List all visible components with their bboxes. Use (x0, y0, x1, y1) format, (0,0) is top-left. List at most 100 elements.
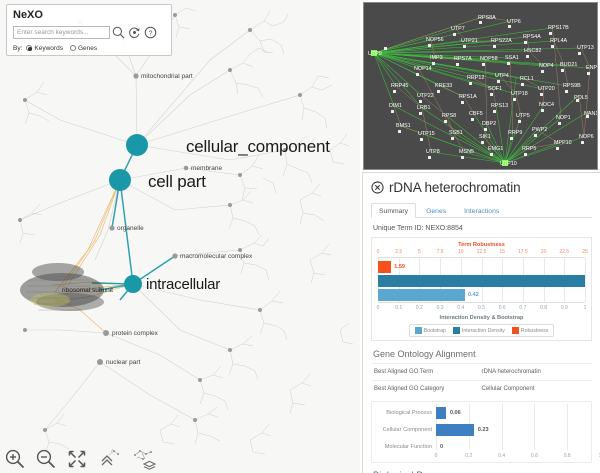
gene-label-utp13[interactable]: UTP13 (577, 45, 594, 51)
gene-label-nop14[interactable]: NOP14 (414, 66, 432, 72)
gene-label-mpp10[interactable]: MPP10 (554, 140, 572, 146)
gene-label-rcl1[interactable]: RCL1 (520, 76, 534, 82)
gene-label-rrp5[interactable]: RRP5 (522, 146, 537, 152)
gene-label-rrp45[interactable]: RRP45 (391, 83, 409, 89)
go-value: 0.23 (477, 427, 489, 433)
gene-label-rps4a[interactable]: RPS4A (523, 34, 541, 40)
help-icon[interactable]: ? (143, 25, 158, 40)
gene-label-enp1[interactable]: ENP1 (586, 65, 598, 71)
gene-label-pwp2[interactable]: PWP2 (532, 127, 548, 133)
gene-label-nop58[interactable]: NOP58 (480, 56, 498, 62)
search-panel: NeXO ? By: Keywords Genes (6, 4, 172, 56)
gene-label-dim1[interactable]: DIM1 (389, 103, 402, 109)
gene-label-lrb1[interactable]: LRB1 (417, 105, 431, 111)
gene-label-pol5[interactable]: POL5 (574, 95, 588, 101)
legend-item-interaction-density[interactable]: Interaction Density (452, 327, 505, 334)
gene-label-nop6[interactable]: NOP6 (579, 134, 594, 140)
bar-robustness[interactable] (378, 261, 392, 273)
gene-network-canvas[interactable] (364, 3, 597, 169)
robustness-chart-xlabel: Interaction Density & Bootstrap (439, 315, 524, 321)
robustness-bottom-axis: 0 0.1 0.2 0.3 0.4 0.5 0.6 0.7 0.8 0.9 1 (377, 305, 587, 313)
gene-label-nop4[interactable]: NOP4 (539, 63, 554, 69)
gene-label-rps7a[interactable]: RPS7A (454, 56, 472, 62)
zoom-out-icon[interactable] (35, 448, 57, 470)
gene-network-panel[interactable]: UTP9 RPS8A UTP6 UTP7 RPS17B NOP56 UTP21 RPS22A R… (363, 2, 598, 170)
gene-label-bms1[interactable]: BMS1 (396, 123, 411, 129)
gene-label-msn5[interactable]: MSN5 (459, 149, 474, 155)
gene-label-utp18[interactable]: UTP18 (511, 91, 528, 97)
collapse-up-icon[interactable] (97, 448, 119, 470)
gene-label-nan1[interactable]: NAN1 (584, 111, 598, 117)
gene-label-bud21[interactable]: BUD21 (560, 62, 578, 68)
reset-icon[interactable] (127, 25, 142, 40)
go-bar-cellular-component[interactable] (436, 424, 474, 436)
gene-label-rps13[interactable]: RPS13 (491, 103, 509, 109)
gene-label-utp10[interactable]: UTP10 (500, 161, 517, 167)
gene-label-ssb1[interactable]: SSB1 (449, 130, 463, 136)
gene-label-imp3[interactable]: IMP3 (430, 55, 443, 61)
gene-label-noc4[interactable]: NOC4 (539, 102, 554, 108)
ontology-graph-panel[interactable]: cellular_component cell part intracellul… (0, 0, 360, 473)
layers-icon[interactable] (128, 448, 160, 470)
radio-keywords[interactable]: Keywords (26, 45, 63, 52)
search-by-group: By: Keywords Genes (13, 45, 165, 52)
search-input[interactable] (13, 26, 110, 39)
zoom-in-icon[interactable] (4, 448, 26, 470)
graph-node-cell-part[interactable] (109, 169, 131, 191)
detail-title: rDNA heterochromatin (389, 180, 521, 195)
gene-label-cbf5[interactable]: CBF5 (469, 111, 483, 117)
gene-label-rps17b[interactable]: RPS17B (548, 25, 569, 31)
gene-label-rrp12[interactable]: RRP12 (467, 75, 485, 81)
ontology-graph-canvas[interactable] (0, 0, 360, 473)
graph-node-cellular-component[interactable] (126, 134, 148, 156)
svg-text:?: ? (149, 30, 153, 37)
gene-label-utp7[interactable]: UTP7 (451, 26, 465, 32)
gene-label-rps9b[interactable]: RPS9B (563, 83, 581, 89)
fit-screen-icon[interactable] (66, 448, 88, 470)
gene-label-rpl4a[interactable]: RPL4A (550, 38, 568, 44)
gene-label-utp9[interactable]: UTP9 (368, 51, 382, 57)
gene-label-nop56[interactable]: NOP56 (426, 37, 444, 43)
gene-label-utp15[interactable]: UTP15 (418, 131, 435, 137)
bar-interaction-density[interactable] (378, 275, 585, 287)
gene-label-rps22a[interactable]: RPS22A (491, 38, 512, 44)
gene-label-utp20[interactable]: UTP20 (538, 86, 555, 92)
term-detail-panel: rDNA heterochromatin Summary Genes Inter… (362, 172, 600, 473)
gene-label-sof1[interactable]: SOF1 (488, 86, 503, 92)
gene-label-utp5[interactable]: UTP5 (516, 113, 530, 119)
radio-genes[interactable]: Genes (69, 45, 97, 52)
gene-label-dbp2[interactable]: DBP2 (482, 121, 497, 127)
gene-label-hsc82[interactable]: HSC82 (524, 48, 542, 54)
tab-summary[interactable]: Summary (371, 203, 417, 218)
gene-label-rrp9[interactable]: RRP9 (508, 130, 523, 136)
graph-node-intracellular[interactable] (124, 275, 142, 293)
graph-label-membrane: membrane (191, 165, 223, 172)
gene-label-rps8[interactable]: RPS8 (442, 113, 457, 119)
bar-row: 1.59 (378, 261, 585, 273)
go-bar-biological-process[interactable] (436, 407, 446, 419)
robustness-plot: 1.59 0.42 (378, 257, 586, 303)
close-circle-icon[interactable] (371, 181, 384, 194)
gene-label-ssa1[interactable]: SSA1 (505, 55, 519, 61)
gene-label-utp22[interactable]: UTP22 (417, 93, 434, 99)
gene-label-rps8a[interactable]: RPS8A (478, 15, 496, 21)
go-category-key: Best Aligned GO Category (374, 386, 445, 392)
app-title: NeXO (13, 9, 43, 21)
gene-label-utp8[interactable]: UTP8 (426, 149, 440, 155)
gene-label-sik1[interactable]: SIK1 (479, 134, 491, 140)
tab-interactions[interactable]: Interactions (464, 208, 500, 215)
gridline (501, 404, 503, 450)
legend-item-bootstrap[interactable]: Bootstrap (414, 327, 446, 334)
gene-label-kre33[interactable]: KRE33 (435, 83, 453, 89)
tab-genes[interactable]: Genes (426, 208, 447, 215)
gene-label-nop1[interactable]: NOP1 (556, 115, 571, 121)
gene-label-utp21[interactable]: UTP21 (461, 38, 478, 44)
legend-item-robustness[interactable]: Robustness (511, 327, 548, 334)
gene-label-utp4[interactable]: UTP4 (495, 73, 509, 79)
gene-label-rps1a[interactable]: RPS1A (459, 94, 477, 100)
search-icon[interactable] (111, 25, 126, 40)
bar-bootstrap[interactable] (378, 289, 465, 301)
axis-tick: 0.4 (498, 453, 506, 459)
gene-label-emg1[interactable]: EMG1 (488, 146, 504, 152)
gene-label-utp6[interactable]: UTP6 (507, 19, 521, 25)
